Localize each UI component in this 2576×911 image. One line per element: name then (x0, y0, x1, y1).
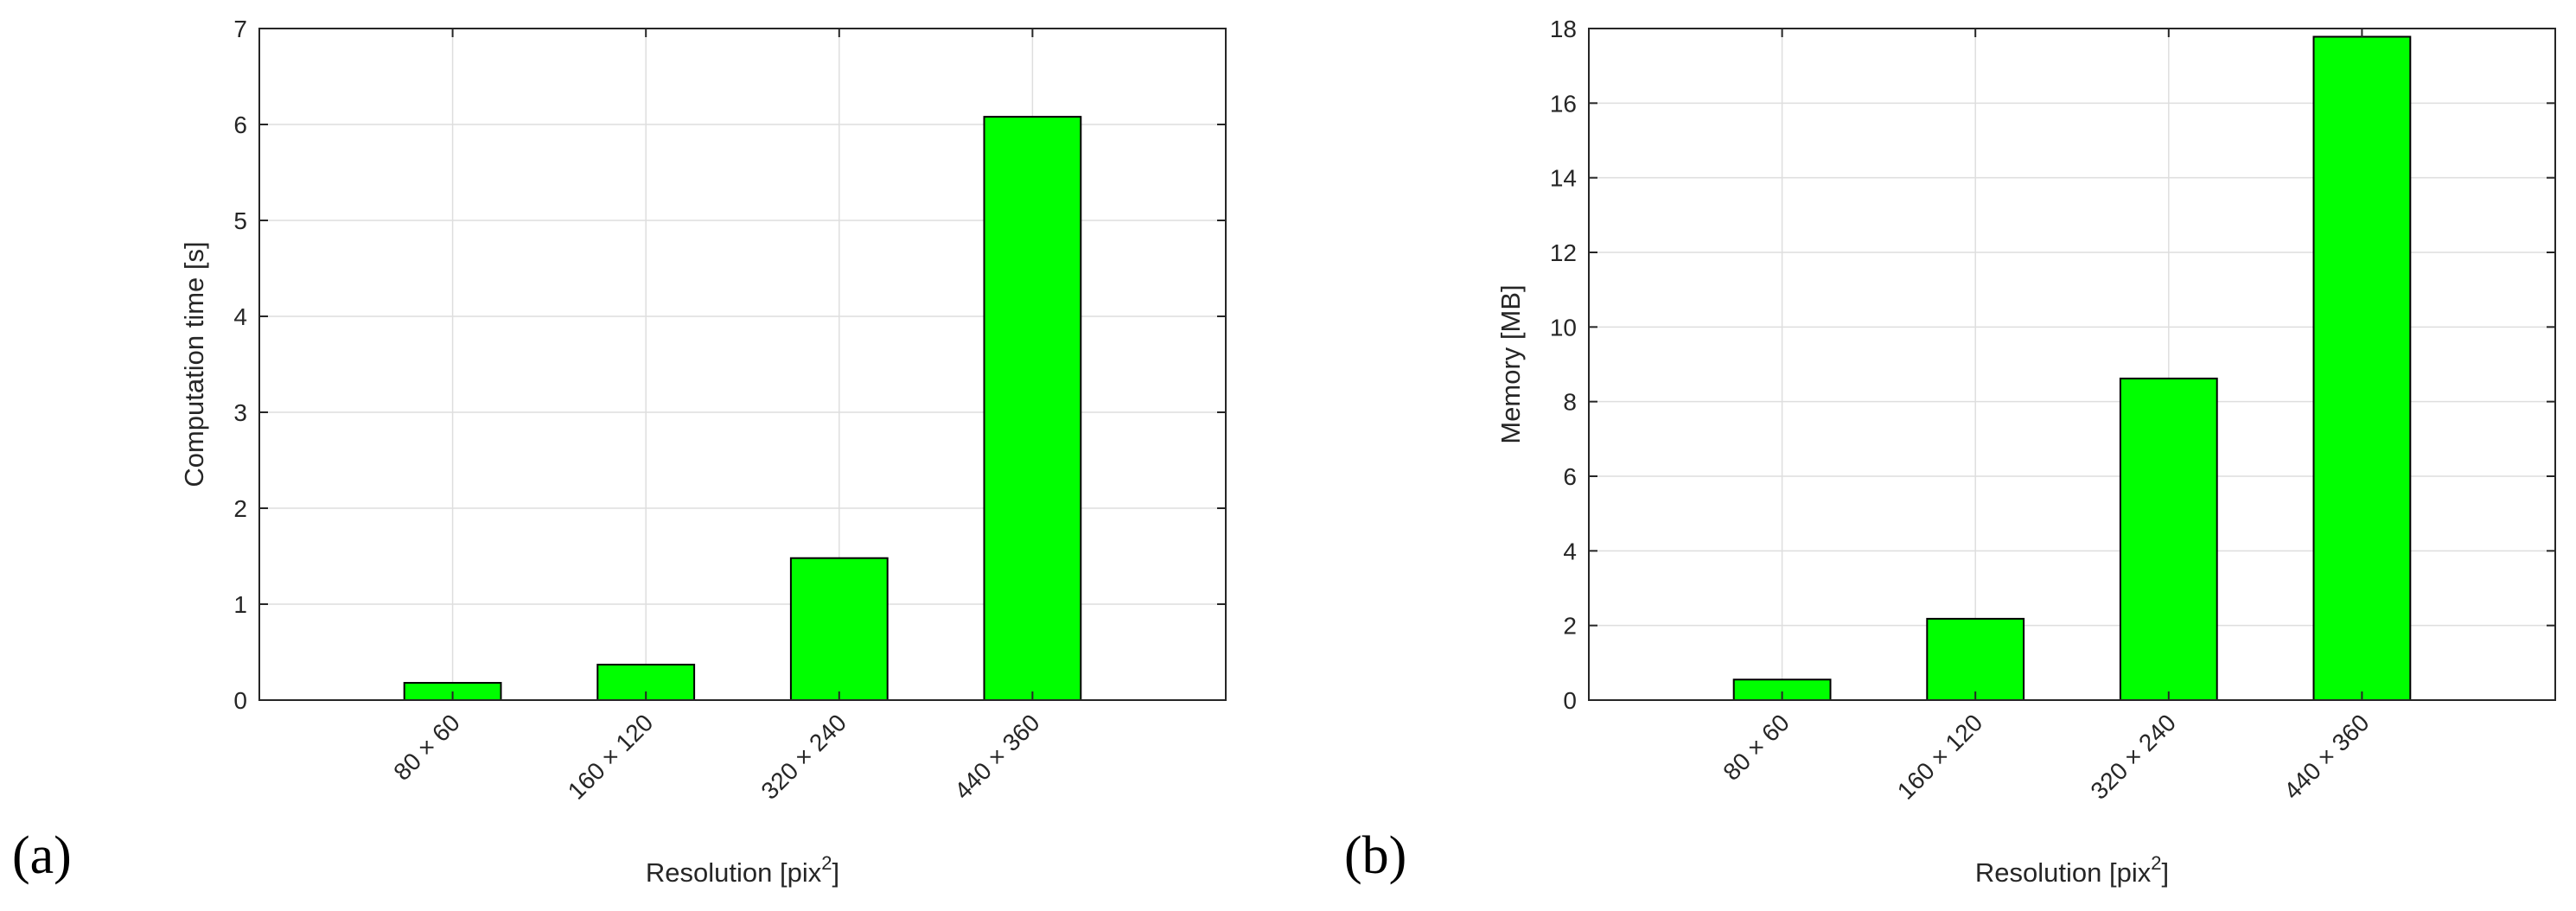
y-tick-label: 16 (1550, 90, 1577, 117)
bar (2119, 377, 2218, 701)
y-tick-label: 18 (1550, 16, 1577, 42)
x-tick-label: 440 × 360 (949, 709, 1045, 805)
y-tick-label: 1 (233, 591, 247, 618)
y-tick-label: 7 (233, 16, 247, 42)
chart-panel-a: 0 1 2 3 4 5 6 7 80 × 60 160 × 120 320 × 240 440 × 3… (12, 16, 1227, 888)
y-tick-label: 4 (233, 303, 247, 330)
y-tick-label: 6 (233, 111, 247, 138)
y-tick-label: 14 (1550, 165, 1577, 192)
y-tick-label: 8 (1563, 389, 1577, 416)
axes-box (258, 28, 1227, 701)
panel-label: (a) (12, 826, 72, 885)
y-tick-label: 0 (1563, 687, 1577, 714)
bar (789, 557, 889, 701)
y-axis-label: Memory [MB] (1495, 284, 1526, 443)
x-tick-label: 80 × 60 (1718, 709, 1795, 786)
y-tick-label: 2 (1563, 613, 1577, 640)
x-tick-label: 320 × 240 (756, 709, 851, 805)
y-tick-label: 0 (233, 687, 247, 714)
y-tick-label: 6 (1563, 463, 1577, 490)
axes-box (1588, 28, 2556, 701)
x-tick-label: 160 × 120 (563, 709, 659, 805)
x-tick-label: 320 × 240 (2085, 709, 2181, 805)
x-axis-label: Resolution [pix2] (646, 852, 839, 888)
bar (1926, 617, 2025, 701)
x-tick-label: 80 × 60 (388, 709, 465, 786)
y-tick-label: 12 (1550, 239, 1577, 266)
y-tick-label: 2 (233, 495, 247, 522)
bar (983, 116, 1082, 701)
y-tick-label: 4 (1563, 538, 1577, 564)
y-tick-label: 10 (1550, 314, 1577, 341)
x-tick-label: 160 × 120 (1892, 709, 1988, 805)
y-tick-label: 5 (233, 207, 247, 234)
x-axis-label: Resolution [pix2] (1975, 852, 2169, 888)
chart-panel-b: 0 2 4 6 8 10 12 14 16 18 80 × 60 160 × 120 320 × 240… (1344, 16, 2556, 888)
bar (2312, 35, 2412, 702)
y-axis-label: Computation time [s] (179, 241, 209, 487)
y-tick-label: 3 (233, 399, 247, 426)
x-tick-label: 440 × 360 (2279, 709, 2375, 805)
panel-label: (b) (1344, 826, 1406, 885)
